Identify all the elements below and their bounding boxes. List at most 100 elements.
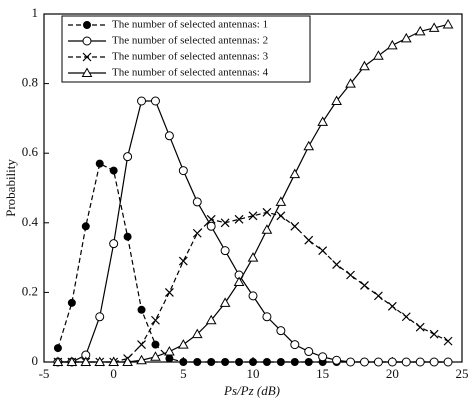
point [53,344,62,353]
point [332,260,342,269]
y-axis-label: Probability [3,159,18,217]
x-tick-label: 20 [386,366,399,381]
point [81,222,90,231]
point [234,214,244,224]
point [191,328,203,339]
point [150,96,160,106]
point [109,166,118,175]
point [67,298,76,307]
point [290,358,299,366]
point [179,358,188,366]
point [150,351,161,361]
point [66,356,78,366]
y-tick-label: 0 [32,353,39,368]
point [290,340,300,350]
point [373,291,383,301]
y-tick-label: 0.4 [22,214,39,229]
point [164,346,175,356]
series-line [57,100,449,363]
point [359,357,369,367]
point [178,166,188,176]
x-tick-label: 10 [247,366,260,381]
point [220,218,230,228]
point [206,221,216,231]
point [164,287,174,297]
point [123,152,133,162]
point [443,336,453,346]
point [318,352,328,362]
point [304,235,314,245]
point [151,340,160,349]
point [345,78,356,88]
point [249,358,257,366]
point [248,211,258,221]
point [387,357,397,367]
point [219,297,231,307]
point [303,140,315,151]
point [318,246,328,256]
point [262,207,272,217]
point [193,358,202,366]
x-tick-label: 5 [180,366,187,381]
x-tick-label: 25 [456,366,469,381]
point [177,339,189,349]
point [386,39,398,50]
point [331,95,342,105]
point [346,270,355,280]
legend-label: The number of selected antennas: 3 [112,51,269,63]
point [233,276,245,286]
point [109,239,119,249]
point [400,32,412,43]
x-tick-label: 15 [316,366,329,381]
legend-marker [83,21,91,29]
legend-label: The number of selected antennas: 1 [112,19,268,31]
point [94,356,106,366]
point [442,18,454,29]
x-tick-label: -5 [39,366,50,381]
point [373,357,383,367]
series-line [57,211,449,363]
point [304,358,313,366]
point [220,246,230,256]
point [276,326,286,336]
point [192,197,202,207]
point [414,25,426,36]
point [247,252,259,262]
point [401,357,411,367]
point [248,291,258,301]
point [289,168,301,179]
y-tick-label: 0.8 [22,75,38,90]
point [206,214,216,224]
point [95,312,105,322]
series-line [57,162,449,363]
point [205,314,217,325]
point [122,356,133,366]
point [359,60,370,71]
point [428,22,440,32]
point [373,50,384,60]
point [276,211,286,221]
point [108,356,120,366]
point [443,357,453,367]
point [137,340,146,350]
y-tick-label: 1 [32,5,39,20]
point [387,301,397,311]
point [261,224,273,234]
point [192,228,202,238]
point [275,196,287,206]
point [415,322,425,332]
point [429,357,439,367]
point [207,358,216,366]
point [52,356,64,366]
x-axis-label: Ps/Pz (dB) [223,383,280,398]
point [262,358,271,366]
point [165,354,174,363]
point [137,305,146,314]
y-tick-label: 0.6 [22,144,39,159]
point [235,358,244,366]
point [332,355,342,365]
point [221,358,230,366]
point [95,159,104,168]
point [401,312,411,322]
